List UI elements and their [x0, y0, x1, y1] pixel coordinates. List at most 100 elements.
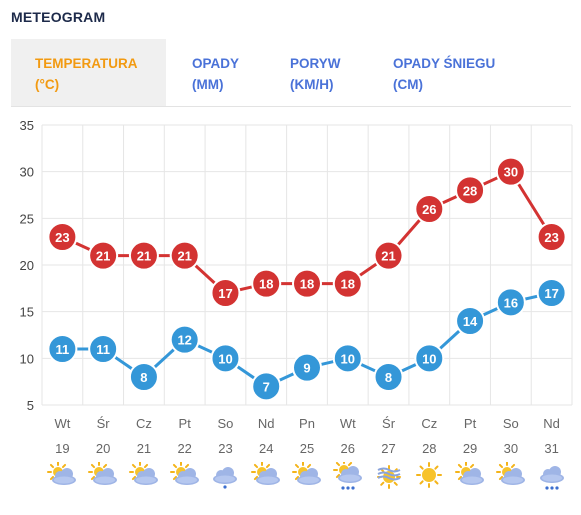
tab-snowfall[interactable]: OPADY ŚNIEGU (CM): [369, 39, 519, 106]
data-point: [128, 240, 159, 271]
data-point: [455, 306, 486, 336]
x-tick-date: 21: [137, 441, 151, 456]
tab-gust-label: PORYW: [290, 56, 341, 71]
tab-precipitation-unit: (MM): [192, 77, 224, 92]
x-tick-day: So: [503, 416, 519, 431]
data-point: [373, 240, 404, 271]
tab-precipitation-label: OPADY: [192, 56, 240, 71]
y-tick-label: 35: [20, 118, 34, 133]
tab-temperature-label: TEMPERATURA: [35, 56, 138, 71]
data-point: [47, 222, 78, 252]
x-tick-day: Pt: [179, 416, 192, 431]
data-point: [495, 287, 526, 318]
data-label: 10: [218, 351, 232, 366]
x-tick-day: So: [218, 416, 234, 431]
x-tick-day: Cz: [421, 416, 437, 431]
data-point: [495, 156, 526, 187]
x-tick-day: Cz: [136, 416, 152, 431]
x-tick-day: Nd: [543, 416, 560, 431]
tab-bar: TEMPERATURA (°C) OPADY (MM) PORYW (KM/H)…: [11, 39, 571, 106]
x-tick-day: Pt: [464, 416, 477, 431]
x-tick-day: Śr: [382, 416, 396, 431]
data-label: 21: [177, 249, 191, 264]
data-point: [455, 175, 486, 206]
x-tick-date: 30: [504, 441, 518, 456]
y-tick-label: 5: [27, 398, 34, 413]
x-tick-date: 25: [300, 441, 314, 456]
sun-cloud-rain-icon: [332, 459, 363, 490]
tab-temperature[interactable]: TEMPERATURA (°C): [11, 39, 166, 106]
sun-cloud-icon: [169, 461, 200, 488]
data-point: [373, 362, 404, 392]
cloud-drizzle-icon: [210, 462, 240, 489]
data-label: 12: [177, 333, 191, 348]
data-label: 10: [341, 351, 355, 366]
data-label: 9: [303, 361, 310, 376]
data-point: [210, 343, 241, 374]
y-tick-label: 15: [20, 305, 34, 320]
data-point: [251, 371, 282, 402]
x-tick-date: 28: [422, 441, 436, 456]
data-label: 7: [263, 379, 270, 394]
tab-precipitation[interactable]: OPADY (MM): [168, 39, 268, 106]
data-point: [128, 362, 159, 392]
x-tick-date: 23: [218, 441, 232, 456]
tabs-divider: [11, 106, 571, 107]
y-tick-label: 30: [20, 165, 34, 180]
sun-cloud-icon: [292, 461, 322, 488]
data-label: 17: [544, 286, 558, 301]
data-point: [169, 324, 200, 355]
data-label: 8: [385, 370, 392, 385]
data-point: [88, 334, 119, 364]
data-point: [292, 268, 322, 299]
page-title: METEOGRAM: [11, 9, 106, 25]
data-point: [169, 240, 200, 271]
sun-cloud-icon: [455, 461, 485, 488]
x-tick-date: 27: [381, 441, 395, 456]
data-label: 14: [463, 314, 478, 329]
x-tick-date: 31: [544, 441, 558, 456]
x-tick-date: 29: [463, 441, 477, 456]
tab-gust[interactable]: PORYW (KM/H): [266, 39, 366, 106]
fog-sun-icon: [374, 462, 404, 489]
data-label: 21: [381, 249, 395, 264]
data-point: [414, 343, 445, 374]
data-point: [88, 240, 119, 271]
data-label: 18: [300, 277, 314, 292]
sun-cloud-icon: [495, 461, 526, 488]
tab-snowfall-unit: (CM): [393, 77, 423, 92]
data-point: [251, 268, 282, 299]
data-label: 16: [504, 295, 518, 310]
data-point: [292, 352, 322, 383]
sun-cloud-icon: [47, 461, 77, 488]
x-tick-date: 26: [341, 441, 355, 456]
x-tick-day: Wt: [340, 416, 356, 431]
data-label: 26: [422, 202, 436, 217]
data-label: 18: [259, 277, 273, 292]
data-point: [332, 268, 363, 299]
x-tick-date: 24: [259, 441, 273, 456]
data-label: 23: [544, 230, 558, 245]
data-label: 23: [55, 230, 69, 245]
sun-cloud-icon: [251, 461, 281, 488]
sun-cloud-icon: [88, 461, 118, 488]
x-tick-day: Pn: [299, 416, 315, 431]
tab-temperature-unit: (°C): [35, 77, 60, 92]
data-point: [536, 222, 567, 252]
x-tick-date: 19: [55, 441, 69, 456]
data-label: 11: [56, 342, 70, 357]
data-point: [47, 334, 78, 364]
data-point: [536, 278, 567, 308]
sun-icon: [414, 462, 444, 488]
x-tick-day: Śr: [97, 416, 111, 431]
cloud-rain-icon: [537, 462, 567, 490]
data-point: [414, 194, 445, 224]
data-label: 11: [96, 342, 110, 357]
data-label: 18: [341, 277, 355, 292]
data-label: 28: [463, 183, 477, 198]
x-tick-day: Nd: [258, 416, 275, 431]
data-label: 21: [96, 249, 110, 264]
x-tick-day: Wt: [54, 416, 70, 431]
data-label: 10: [422, 351, 436, 366]
